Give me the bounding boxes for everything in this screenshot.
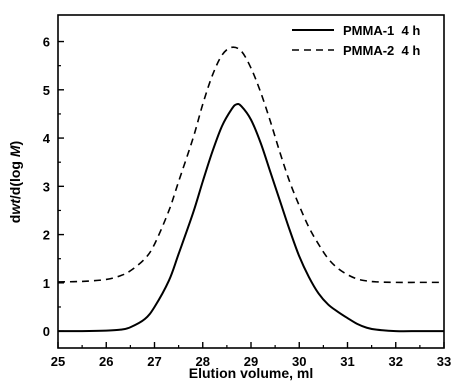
- series-line-2: [57, 46, 444, 284]
- x-tick-label: 30: [292, 354, 306, 369]
- x-tick-label: 25: [51, 354, 65, 369]
- plot-frame: [57, 14, 445, 349]
- y-tick-label: 1: [43, 276, 50, 291]
- x-tick-label: 29: [244, 354, 258, 369]
- x-tick-label: 32: [389, 354, 403, 369]
- y-axis-title-part-4: M: [7, 145, 23, 157]
- y-axis-title: dwt/d(log M): [7, 141, 23, 223]
- legend: PMMA-1 4 h PMMA-2 4 h: [292, 23, 420, 58]
- y-axis-title-part-2: wt: [7, 198, 23, 215]
- y-tick-label: 6: [43, 35, 50, 50]
- y-axis-title-part-3: /d(log: [7, 157, 23, 199]
- y-tick-label: 3: [43, 179, 50, 194]
- x-tick-label: 27: [147, 354, 161, 369]
- y-tick-label: 4: [43, 131, 51, 146]
- series-layer: [57, 46, 444, 333]
- y-tick-label: 0: [43, 324, 50, 339]
- y-tick-label: 5: [43, 83, 50, 98]
- y-axis-title-part-5: ): [7, 141, 23, 146]
- series-line-1: [57, 103, 444, 333]
- y-tick-label: 2: [43, 228, 50, 243]
- x-axis-title: Elution volume, ml: [189, 365, 313, 381]
- legend-label-pmma-1: PMMA-1 4 h: [343, 23, 420, 38]
- x-tick-label: 31: [340, 354, 354, 369]
- y-axis-title-part-1: d: [7, 215, 23, 224]
- x-tick-label: 26: [99, 354, 113, 369]
- y-axis-ticks: 0 1 2 3 4 5 6: [43, 35, 64, 339]
- x-tick-label: 33: [437, 354, 451, 369]
- legend-label-pmma-2: PMMA-2 4 h: [343, 43, 420, 58]
- x-tick-label: 28: [196, 354, 210, 369]
- x-axis-ticks: 25 26 27 28 29 30 31 32 33: [51, 342, 451, 369]
